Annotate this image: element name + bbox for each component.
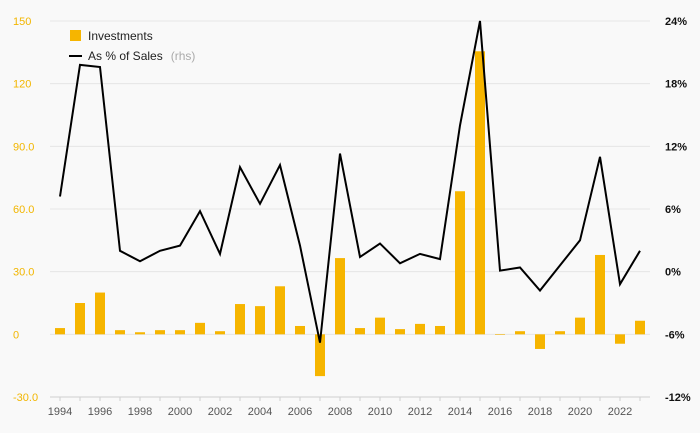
x-tick-label: 2020 [568,406,592,418]
bar [275,286,285,335]
bar [415,323,425,335]
bar [435,325,445,335]
y-left-tick-label: 30.0 [13,267,34,279]
y-left-tick-label: 150 [13,16,31,28]
bar [135,332,145,335]
x-tick-label: 2016 [488,406,512,418]
y-left-tick-label: -30.0 [13,392,38,404]
bar [115,330,125,335]
legend-label-as-pct-of-sales: As % of Sales (rhs) [88,47,195,64]
bar [535,334,545,349]
legend-swatch-investments [70,30,81,41]
y-right-tick-label: 6% [665,204,681,216]
bar [455,191,465,335]
axes: -30.0 0 30.0 60.0 90.0 120 150 -12% -6% 0% 6% 12% 18… [13,16,691,418]
x-tick-label: 2012 [408,406,432,418]
bar [315,334,325,377]
y-right-tick-label: -12% [665,392,691,404]
bar [195,322,205,335]
y-right-tick-label: 0% [665,267,681,279]
x-tick-label: 1996 [88,406,112,418]
x-tick-label: 2000 [168,406,192,418]
legend-label-as-pct-of-sales-name: As % of Sales [88,49,163,63]
x-tick-label: 1998 [128,406,152,418]
bar [295,325,305,335]
bar-series-investments [55,51,645,377]
bar [475,51,485,335]
y-left-tick-label: 90.0 [13,141,34,153]
x-tick-label: 2006 [288,406,312,418]
bar [215,331,225,335]
y-right-tick-label: 24% [665,16,687,28]
bar [375,317,385,335]
bar [595,254,605,335]
gridlines [50,20,650,335]
legend-label-investments: Investments [88,29,153,43]
legend-label-rhs: (rhs) [171,49,196,63]
bar [575,317,585,335]
bar [95,292,105,335]
bar [355,328,365,335]
x-tick-label: 2018 [528,406,552,418]
bar [395,329,405,335]
x-tick-label: 2008 [328,406,352,418]
x-tick-label: 2010 [368,406,392,418]
bar [255,306,265,335]
x-tick-label: 2014 [448,406,472,418]
bar [75,303,85,335]
x-tick-label: 1994 [48,406,72,418]
x-tick-label: 2002 [208,406,232,418]
y-right-tick-label: 12% [665,141,687,153]
bar [175,330,185,335]
bar [335,258,345,335]
x-tick-label: 2022 [608,406,632,418]
bar [235,304,245,335]
y-left-tick-label: 120 [13,79,31,91]
y-left-tick-label: 60.0 [13,204,34,216]
bar [555,331,565,335]
series-line [59,20,641,343]
bar [615,334,625,344]
bar [635,320,645,335]
bar [495,334,505,335]
bar [55,328,65,335]
y-right-tick-label: -6% [665,329,685,341]
x-tick-label: 2004 [248,406,272,418]
line-series-as-pct-of-sales [59,20,641,343]
y-left-tick-label: 0 [13,329,19,341]
y-right-tick-label: 18% [665,79,687,91]
bar [155,330,165,335]
legend: Investments As % of Sales (rhs) [69,29,195,64]
bar [515,331,525,335]
